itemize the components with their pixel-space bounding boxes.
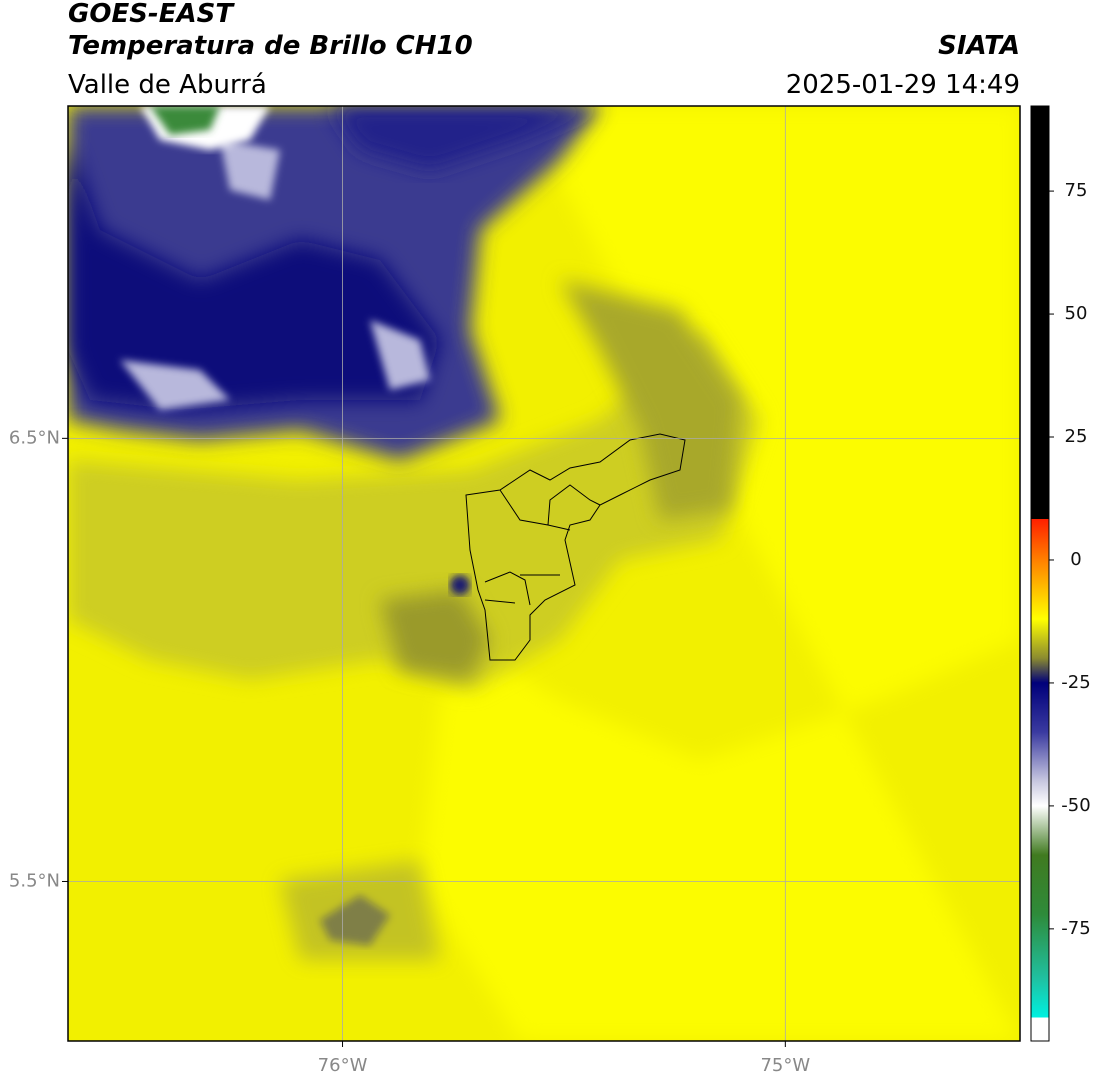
colorbar-tick-label: 75 (1065, 180, 1088, 201)
x-tick-label: 75°W (760, 1055, 810, 1076)
subtitle: Temperatura de Brillo CH10 (68, 31, 473, 61)
title: GOES-EAST (68, 0, 235, 29)
colorbar-tick-label: 25 (1065, 426, 1088, 447)
colorbar-tick-label: 0 (1070, 549, 1081, 570)
satellite-image (68, 106, 1020, 1041)
colorbar-tick-label: -50 (1061, 795, 1090, 816)
colorbar-tick-label: 50 (1065, 303, 1088, 324)
region: Valle de Aburrá (68, 70, 267, 100)
colorbar (1030, 105, 1050, 1042)
x-tick-label: 76°W (318, 1055, 368, 1076)
valle-aburra-outline (465, 433, 686, 661)
datetime: 2025-01-29 14:49 (786, 70, 1020, 100)
colorbar-tick-label: -75 (1061, 918, 1090, 939)
map-frame (67, 105, 1021, 1042)
colorbar-tick-label: -25 (1061, 672, 1090, 693)
source: SIATA (938, 31, 1020, 61)
y-tick-label: 6.5°N (9, 427, 60, 448)
y-tick-label: 5.5°N (9, 870, 60, 891)
